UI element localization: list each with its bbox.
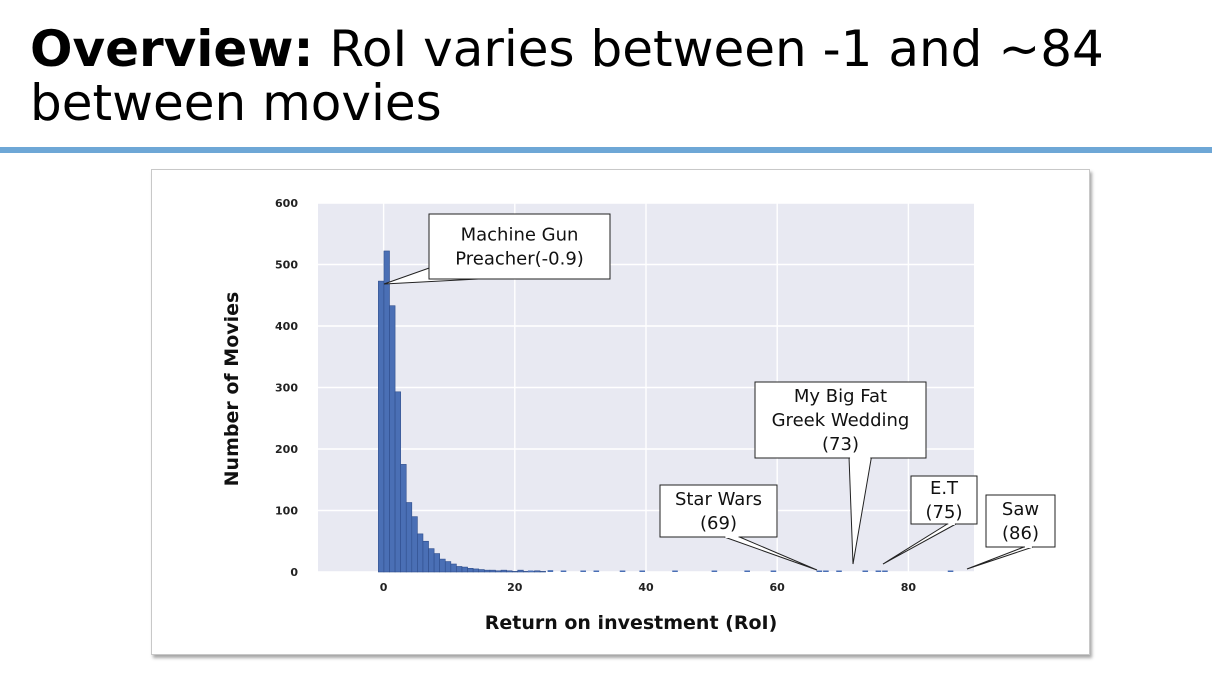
slide-title-bold: Overview: — [30, 20, 314, 78]
histogram-bar — [389, 305, 396, 573]
histogram-bar — [456, 566, 463, 573]
x-tick-label: 0 — [380, 581, 388, 594]
histogram-bar — [394, 391, 401, 573]
histogram-bar — [378, 280, 385, 573]
callout-text-line: Saw — [1002, 499, 1039, 520]
histogram-bar — [619, 570, 626, 572]
histogram-bar — [439, 558, 446, 573]
callout-pointer — [966, 546, 1034, 570]
histogram-bar — [816, 570, 823, 572]
histogram-bar — [444, 561, 452, 573]
x-tick-label: 60 — [770, 581, 786, 594]
callout-text-line: Star Wars — [675, 489, 762, 510]
histogram-bar — [411, 516, 418, 573]
histogram-bar — [744, 570, 750, 572]
histogram-bar — [500, 569, 507, 573]
callout-saw: Saw (86) — [966, 494, 1056, 570]
histogram-bar — [547, 570, 554, 572]
histogram-bar — [472, 568, 480, 573]
histogram-bar — [711, 570, 718, 572]
y-tick-label: 600 — [275, 197, 298, 210]
callout-text-line: (86) — [1002, 523, 1039, 544]
histogram-bar — [560, 570, 567, 572]
y-tick-label: 500 — [275, 259, 298, 272]
histogram-bar — [417, 533, 424, 573]
histogram-bar — [947, 570, 954, 572]
histogram-bar — [823, 570, 829, 572]
histogram-bar — [527, 570, 534, 572]
callout-big-fat-greek-wedding: My Big Fat Greek Wedding (73) — [754, 381, 927, 565]
callout-text-line: Greek Wedding — [772, 410, 910, 431]
histogram-bar — [405, 502, 413, 573]
histogram-bar — [383, 250, 390, 573]
y-tick-label: 200 — [275, 443, 298, 456]
x-tick-label: 20 — [507, 581, 523, 594]
histogram-bar — [495, 570, 502, 573]
histogram-bar — [593, 570, 600, 572]
y-tick-label: 100 — [275, 505, 298, 518]
histogram-bar — [467, 568, 474, 573]
y-axis-label: Number of Movies — [221, 292, 243, 487]
histogram-bar — [400, 464, 407, 573]
x-axis-label: Return on investment (RoI) — [485, 612, 778, 634]
y-tick-label: 400 — [275, 320, 298, 333]
histogram-bar — [836, 570, 842, 572]
histogram-bar — [672, 570, 678, 572]
histogram-bar — [428, 548, 435, 573]
histogram-bar — [862, 570, 869, 572]
slide-title-rest: RoI varies between -1 and ~84 between mo… — [30, 20, 1104, 132]
callout-box — [910, 475, 978, 525]
histogram-bar — [461, 566, 468, 573]
chart-frame: 0 100 200 300 400 500 600 0 20 40 60 80 Return on in… — [151, 169, 1090, 655]
histogram-bar — [478, 569, 485, 573]
callout-text-line: E.T — [930, 478, 959, 499]
slide-title: Overview: RoI varies between -1 and ~84 … — [30, 22, 1180, 130]
x-tick-label: 40 — [638, 581, 654, 594]
histogram-bar — [517, 569, 524, 573]
histogram-bar — [511, 571, 519, 573]
roi-histogram: 0 100 200 300 400 500 600 0 20 40 60 80 Return on in… — [221, 197, 1056, 634]
histogram-bar — [450, 563, 457, 573]
callout-text-line: Machine Gun — [461, 225, 579, 246]
callout-box — [428, 213, 611, 280]
histogram-bar — [875, 570, 882, 572]
callout-machine-gun-preacher: Machine Gun Preacher(-0.9) — [383, 213, 611, 285]
histogram-bar — [422, 540, 429, 573]
callout-box — [754, 381, 927, 459]
y-tick-label: 300 — [275, 382, 298, 395]
histogram-bar — [770, 570, 777, 572]
callout-text-line: (73) — [822, 434, 859, 455]
histogram-bar — [882, 570, 888, 572]
x-tick-label: 80 — [901, 581, 917, 594]
y-tick-label: 0 — [290, 566, 298, 579]
histogram-bar — [433, 553, 440, 573]
histogram-bar — [483, 569, 491, 573]
title-divider — [0, 147, 1212, 153]
histogram-bar — [534, 570, 541, 573]
callout-et: E.T (75) — [882, 475, 978, 565]
histogram-bar — [489, 569, 496, 573]
histogram-bar — [639, 570, 646, 572]
callout-text-line: (69) — [700, 513, 737, 534]
callout-text-line: Preacher(-0.9) — [455, 249, 584, 270]
histogram-bar — [580, 570, 586, 572]
callout-star-wars: Star Wars (69) — [659, 484, 818, 571]
callout-text-line: My Big Fat — [794, 386, 887, 407]
callout-box — [985, 494, 1056, 548]
callout-box — [659, 484, 778, 538]
callout-text-line: (75) — [926, 502, 963, 523]
histogram-bar — [539, 571, 546, 573]
histogram-bar — [506, 570, 513, 573]
